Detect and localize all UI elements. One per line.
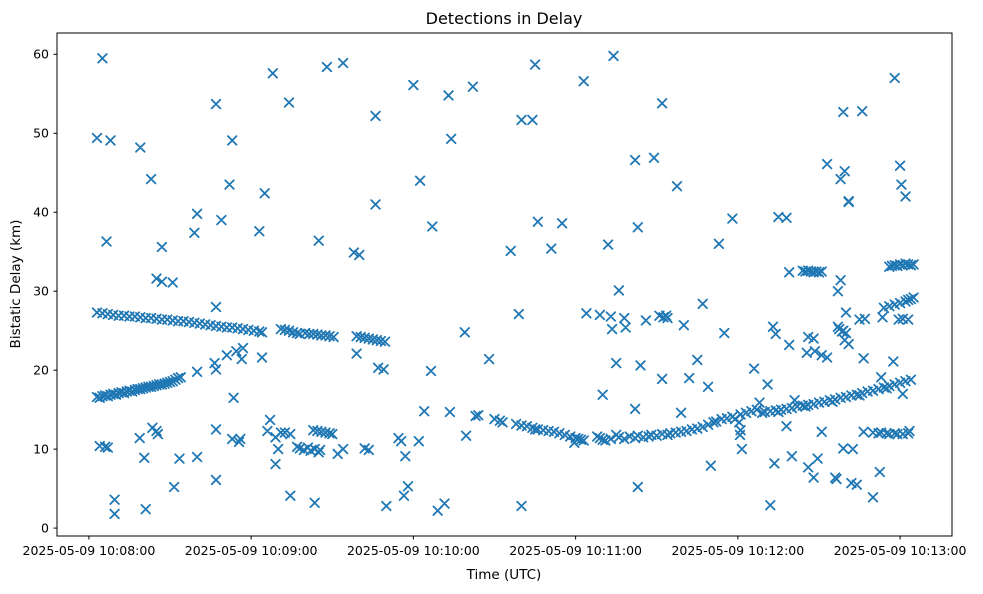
y-tick-label: 0 bbox=[41, 520, 49, 535]
axis-ticks: 2025-05-09 10:08:00 2025-05-09 10:09:00 20… bbox=[23, 47, 967, 558]
x-tick-label: 2025-05-09 10:12:00 bbox=[671, 543, 804, 558]
x-tick-label: 2025-05-09 10:08:00 bbox=[23, 543, 156, 558]
scatter-series bbox=[91, 50, 919, 520]
x-tick-label: 2025-05-09 10:09:00 bbox=[185, 543, 318, 558]
x-axis-label: Time (UTC) bbox=[466, 567, 542, 583]
y-tick-label: 50 bbox=[33, 126, 49, 141]
y-tick-label: 60 bbox=[33, 47, 49, 62]
y-axis-label: Bistatic Delay (km) bbox=[8, 220, 24, 349]
scatter-points bbox=[91, 50, 919, 520]
x-tick-label: 2025-05-09 10:13:00 bbox=[834, 543, 967, 558]
x-tick-label: 2025-05-09 10:10:00 bbox=[347, 543, 480, 558]
chart-title: Detections in Delay bbox=[426, 9, 583, 28]
y-tick-label: 20 bbox=[33, 362, 49, 377]
axes-frame bbox=[56, 32, 953, 537]
y-tick-label: 40 bbox=[33, 205, 49, 220]
y-tick-label: 10 bbox=[33, 441, 49, 456]
y-tick-label: 30 bbox=[33, 284, 49, 299]
x-tick-label: 2025-05-09 10:11:00 bbox=[509, 543, 642, 558]
